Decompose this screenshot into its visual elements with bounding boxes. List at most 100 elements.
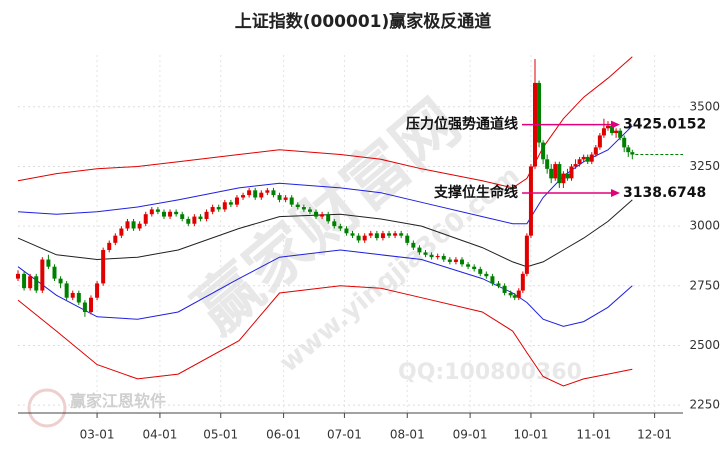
logo-icon — [27, 388, 67, 428]
candle-body — [198, 216, 203, 219]
candle-body — [573, 164, 578, 167]
candle-body — [137, 223, 142, 229]
y-tick-label: 3000 — [689, 219, 720, 233]
x-tick-label: 10-01 — [514, 428, 549, 442]
x-tick-label: 09-01 — [453, 428, 488, 442]
candle-body — [76, 292, 81, 303]
candle-body — [149, 209, 154, 215]
y-tick-label: 2250 — [689, 398, 720, 412]
candle-body — [326, 214, 331, 222]
candle-body — [314, 211, 319, 217]
candle-body — [22, 273, 27, 289]
candle-body — [338, 226, 343, 229]
candle-body — [557, 164, 562, 184]
candle-body — [581, 156, 586, 160]
x-tick-label: 05-01 — [203, 428, 238, 442]
candle-body — [453, 259, 458, 262]
candle-body — [524, 235, 529, 274]
candle-body — [478, 269, 483, 274]
channel-line — [17, 285, 633, 387]
candle-body — [561, 173, 566, 184]
candle-body — [259, 192, 264, 198]
candle-body — [610, 125, 615, 134]
candle-body — [301, 207, 306, 210]
candle-body — [374, 233, 379, 239]
arrow-head — [611, 120, 620, 129]
x-tick-label: 04-01 — [142, 428, 177, 442]
candle-body — [34, 276, 39, 291]
candle-body — [58, 278, 63, 284]
candle-body — [618, 130, 623, 138]
candle-body — [344, 228, 349, 234]
candle-body — [545, 159, 550, 169]
arrow-head — [611, 189, 620, 198]
candle-body — [362, 235, 367, 241]
candle-body — [113, 235, 118, 243]
candle-body — [601, 128, 606, 136]
candle-body — [210, 207, 215, 212]
x-tick-label: 12-01 — [637, 428, 672, 442]
candle-body — [119, 228, 124, 236]
candle-body — [565, 173, 570, 179]
candle-body — [537, 82, 542, 143]
candle-body — [107, 242, 112, 250]
candle-body — [320, 214, 325, 217]
candle-body — [553, 164, 558, 179]
candle-body — [356, 235, 361, 241]
candle-body — [265, 190, 270, 193]
candle-body — [350, 233, 355, 236]
candle-body — [204, 211, 209, 219]
candle-body — [192, 216, 197, 224]
channel-line — [17, 199, 633, 268]
candle-body — [222, 202, 227, 210]
candle-body — [283, 197, 288, 200]
annotation-value: 3138.6748 — [623, 185, 706, 201]
candle-body — [614, 130, 619, 134]
candle-body — [180, 214, 185, 219]
candle-body — [411, 242, 416, 248]
candle-body — [95, 283, 100, 298]
candle-body — [423, 252, 428, 255]
candle-body — [417, 247, 422, 253]
y-tick-label: 2500 — [689, 338, 720, 352]
candle-body — [393, 233, 398, 236]
candle-body — [70, 292, 75, 298]
candle-body — [528, 166, 533, 236]
candle-body — [516, 290, 521, 298]
candle-body — [271, 190, 276, 196]
candle-body — [490, 276, 495, 284]
candle-body — [307, 209, 312, 212]
candle-body — [447, 259, 452, 262]
candle-body — [101, 249, 106, 284]
candle-body — [277, 195, 282, 200]
candle-body — [131, 221, 136, 229]
candle-body — [496, 283, 501, 286]
candle-body — [502, 285, 507, 293]
candle-body — [241, 195, 246, 198]
candle-body — [216, 207, 221, 210]
candle-body — [16, 273, 20, 279]
candle-body — [234, 197, 239, 205]
candle-body — [387, 233, 392, 236]
candle-body — [541, 142, 546, 160]
candle-body — [295, 204, 300, 208]
candle-body — [64, 283, 69, 298]
candle-body — [549, 168, 554, 179]
y-tick-label: 2750 — [689, 278, 720, 292]
candle-body — [605, 125, 610, 129]
candle-body — [40, 259, 45, 291]
x-tick-label: 03-01 — [80, 428, 115, 442]
candle-body — [161, 211, 166, 217]
candle-body — [589, 154, 594, 162]
candle-body — [435, 255, 440, 258]
candle-body — [368, 233, 373, 236]
candle-body — [253, 190, 258, 198]
candle-body — [520, 273, 525, 291]
candle-body — [626, 147, 631, 153]
watermark: 赢家江恩软件 — [70, 392, 166, 411]
annotation-value: 3425.0152 — [623, 117, 706, 133]
candle-body — [508, 292, 513, 296]
channel-line — [17, 249, 633, 327]
candle-body — [569, 166, 574, 179]
